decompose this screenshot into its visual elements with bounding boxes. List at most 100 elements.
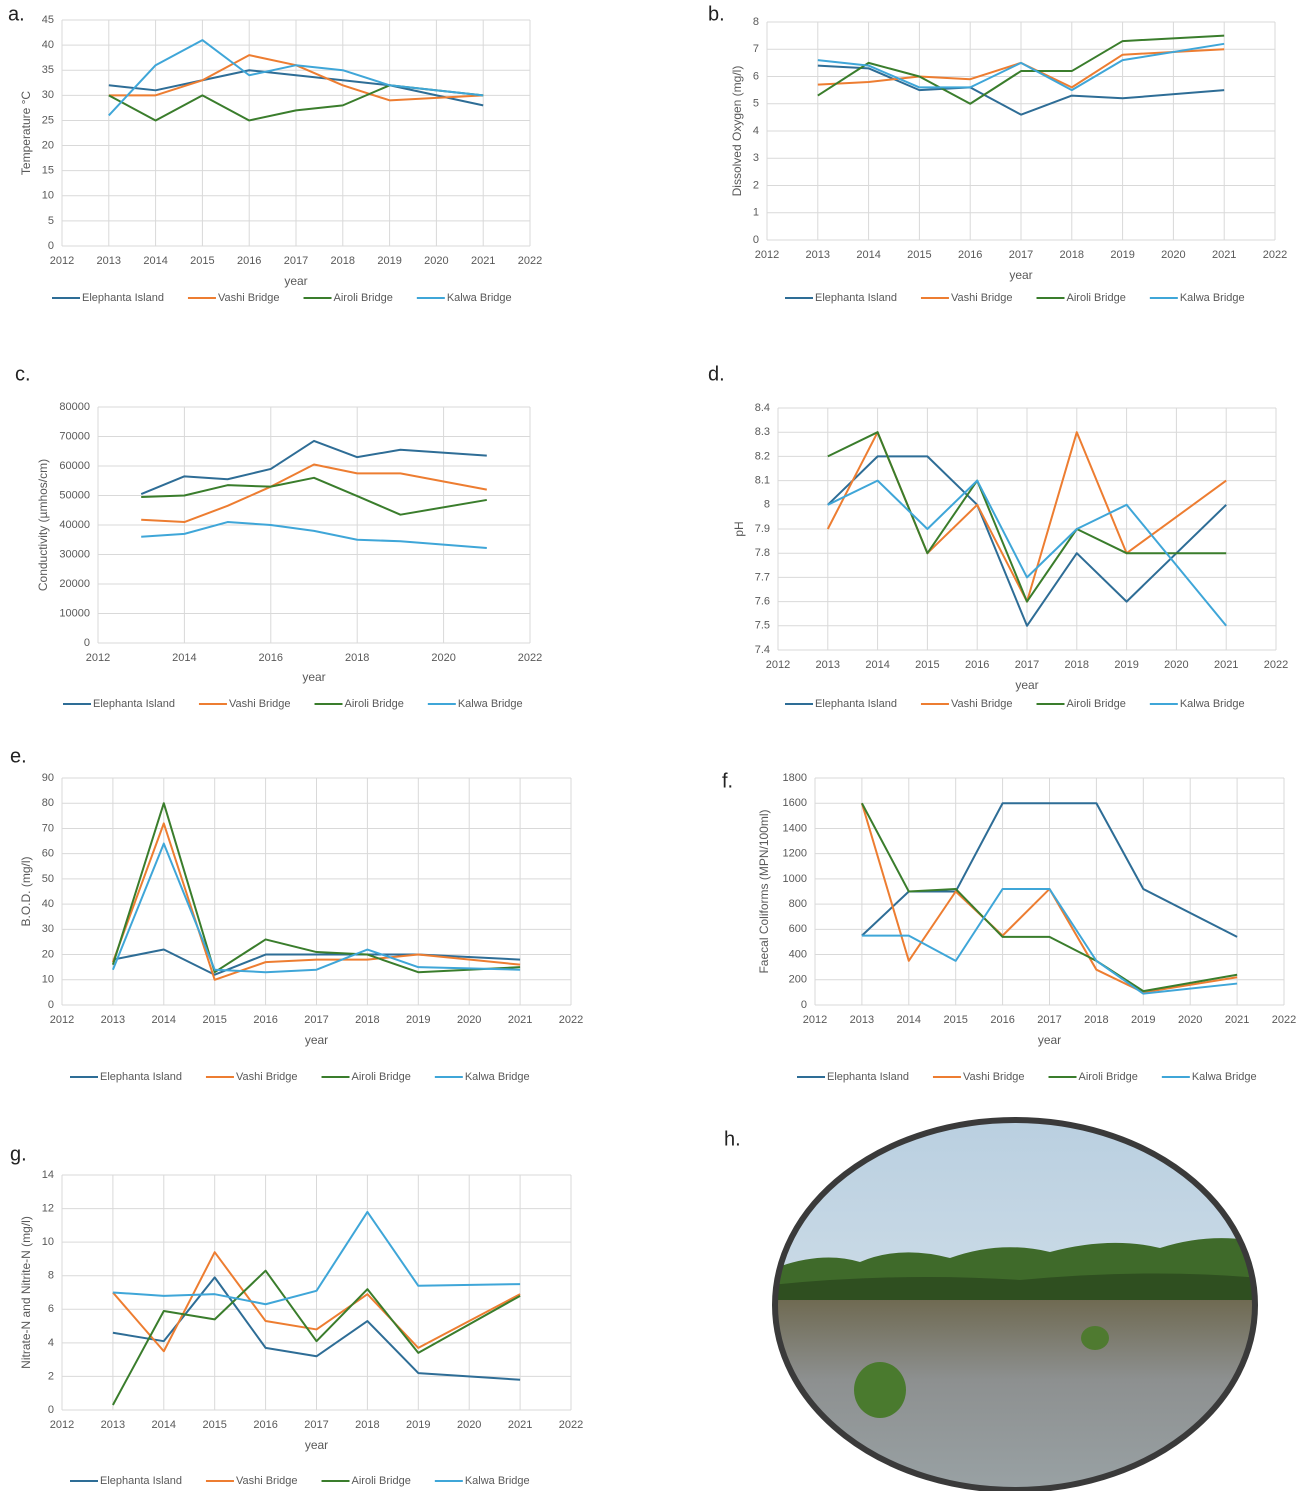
series-line: [141, 441, 487, 494]
y-tick-label: 15: [42, 165, 54, 177]
x-tick-label: 2013: [97, 255, 121, 267]
y-tick-label: 20000: [59, 578, 90, 590]
legend-label: Elephanta Island: [100, 1071, 182, 1083]
x-tick-label: 2019: [1114, 659, 1138, 671]
x-axis-title: year: [1038, 1033, 1061, 1047]
x-tick-label: 2012: [50, 255, 74, 267]
series-line: [141, 522, 487, 548]
legend-label: Vashi Bridge: [236, 1475, 298, 1487]
x-tick-label: 2020: [1161, 249, 1185, 261]
x-tick-label: 2022: [1263, 249, 1287, 261]
x-tick-label: 2022: [518, 255, 542, 267]
legend-label: Kalwa Bridge: [465, 1071, 530, 1083]
y-tick-label: 4: [48, 1337, 54, 1349]
x-tick-label: 2017: [1009, 249, 1033, 261]
legend-label: Vashi Bridge: [236, 1071, 298, 1083]
y-tick-label: 90: [42, 772, 54, 784]
panel-label: b.: [708, 3, 725, 25]
x-axis-title: year: [305, 1438, 328, 1452]
x-axis-title: year: [302, 670, 325, 684]
x-tick-label: 2012: [803, 1014, 827, 1026]
x-tick-label: 2018: [1060, 249, 1084, 261]
x-tick-label: 2016: [990, 1014, 1014, 1026]
y-tick-label: 5: [48, 215, 54, 227]
y-tick-label: 80000: [59, 401, 90, 413]
x-tick-label: 2013: [816, 659, 840, 671]
y-tick-label: 3: [753, 152, 759, 164]
x-tick-label: 2017: [304, 1014, 328, 1026]
legend-label: Airoli Bridge: [334, 292, 393, 304]
x-tick-label: 2017: [1037, 1014, 1061, 1026]
legend-label: Kalwa Bridge: [1180, 698, 1245, 710]
legend-label: Vashi Bridge: [963, 1071, 1025, 1083]
y-tick-label: 8.3: [755, 426, 770, 438]
y-axis-title: Temperature °C: [19, 91, 33, 175]
x-tick-label: 2022: [559, 1014, 583, 1026]
x-tick-label: 2014: [143, 255, 167, 267]
y-axis-title: Faecal Coliforms (MPN/100ml): [757, 809, 771, 973]
y-axis-title: Nitrate-N and Nitrite-N (mg/l): [19, 1216, 33, 1369]
x-tick-label: 2018: [345, 652, 369, 664]
legend-label: Airoli Bridge: [1067, 292, 1126, 304]
legend-label: Vashi Bridge: [229, 698, 291, 710]
y-tick-label: 12: [42, 1202, 54, 1214]
x-tick-label: 2012: [50, 1014, 74, 1026]
x-tick-label: 2017: [1015, 659, 1039, 671]
y-tick-label: 0: [48, 240, 54, 252]
x-tick-label: 2014: [172, 652, 196, 664]
x-tick-label: 2016: [259, 652, 283, 664]
y-tick-label: 1800: [783, 772, 807, 784]
x-tick-label: 2015: [943, 1014, 967, 1026]
x-tick-label: 2015: [190, 255, 214, 267]
y-tick-label: 40: [42, 39, 54, 51]
y-axis-title: pH: [732, 521, 746, 536]
y-tick-label: 60000: [59, 460, 90, 472]
x-tick-label: 2018: [331, 255, 355, 267]
x-tick-label: 2021: [1214, 659, 1238, 671]
y-tick-label: 4: [753, 125, 759, 137]
legend-label: Elephanta Island: [100, 1475, 182, 1487]
y-tick-label: 50000: [59, 489, 90, 501]
y-tick-label: 20: [42, 139, 54, 151]
y-tick-label: 8.1: [755, 475, 770, 487]
x-tick-label: 2014: [897, 1014, 921, 1026]
y-tick-label: 8.4: [755, 402, 770, 414]
x-tick-label: 2020: [1164, 659, 1188, 671]
x-tick-label: 2020: [1178, 1014, 1202, 1026]
x-tick-label: 2013: [101, 1014, 125, 1026]
y-axis-title: Dissolved Oxygen (mg/l): [730, 66, 744, 197]
legend-label: Airoli Bridge: [1067, 698, 1126, 710]
x-tick-label: 2012: [86, 652, 110, 664]
y-tick-label: 7.9: [755, 523, 770, 535]
x-tick-label: 2019: [1110, 249, 1134, 261]
legend-label: Airoli Bridge: [352, 1475, 411, 1487]
y-tick-label: 1: [753, 207, 759, 219]
x-tick-label: 2014: [856, 249, 880, 261]
legend-label: Kalwa Bridge: [1180, 292, 1245, 304]
y-tick-label: 10: [42, 190, 54, 202]
panel-label: f.: [722, 770, 733, 792]
y-tick-label: 2: [48, 1370, 54, 1382]
y-tick-label: 1200: [783, 848, 807, 860]
y-tick-label: 6: [753, 70, 759, 82]
x-tick-label: 2015: [907, 249, 931, 261]
figure: h. a.05101520253035404520122013201420152…: [0, 0, 1307, 1491]
y-tick-label: 0: [84, 637, 90, 649]
x-tick-label: 2016: [965, 659, 989, 671]
legend-label: Airoli Bridge: [1079, 1071, 1138, 1083]
y-tick-label: 7.8: [755, 547, 770, 559]
x-tick-label: 2018: [355, 1014, 379, 1026]
legend-label: Airoli Bridge: [352, 1071, 411, 1083]
y-tick-label: 30000: [59, 548, 90, 560]
x-tick-label: 2020: [431, 652, 455, 664]
x-axis-title: year: [305, 1033, 328, 1047]
series-line: [141, 478, 487, 515]
y-tick-label: 10: [42, 1236, 54, 1248]
x-tick-label: 2021: [508, 1419, 532, 1431]
y-tick-label: 14: [42, 1169, 54, 1181]
y-tick-label: 600: [789, 923, 807, 935]
y-tick-label: 0: [753, 234, 759, 246]
x-tick-label: 2016: [958, 249, 982, 261]
y-tick-label: 7: [753, 43, 759, 55]
x-tick-label: 2019: [406, 1014, 430, 1026]
